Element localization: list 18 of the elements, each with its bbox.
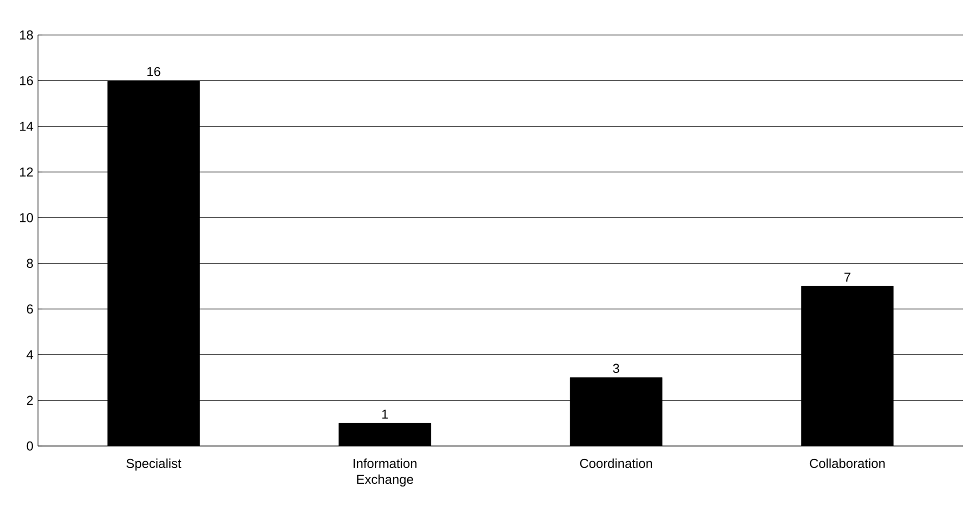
y-tick-label: 0: [26, 441, 33, 451]
y-tick-label: 14: [20, 122, 34, 131]
y-tick-label: 10: [20, 213, 33, 222]
data-label: 3: [613, 364, 620, 373]
x-tick-label: Collaboration: [810, 458, 885, 468]
y-tick-label: 8: [26, 258, 33, 268]
y-tick-label: 2: [26, 396, 33, 405]
data-label: 16: [147, 66, 160, 76]
x-tick-label: Information Exchange: [354, 458, 416, 487]
data-label: 1: [382, 410, 388, 419]
data-label: 7: [844, 272, 850, 282]
y-tick-label: 18: [20, 30, 33, 40]
x-tick-label: Coordination: [580, 458, 652, 468]
y-tick-label: 4: [26, 350, 34, 360]
y-tick-label: 12: [20, 167, 33, 177]
y-tick-label: 6: [26, 304, 33, 314]
x-tick-label: Specialist: [126, 458, 182, 471]
y-tick-label: 16: [20, 76, 33, 86]
